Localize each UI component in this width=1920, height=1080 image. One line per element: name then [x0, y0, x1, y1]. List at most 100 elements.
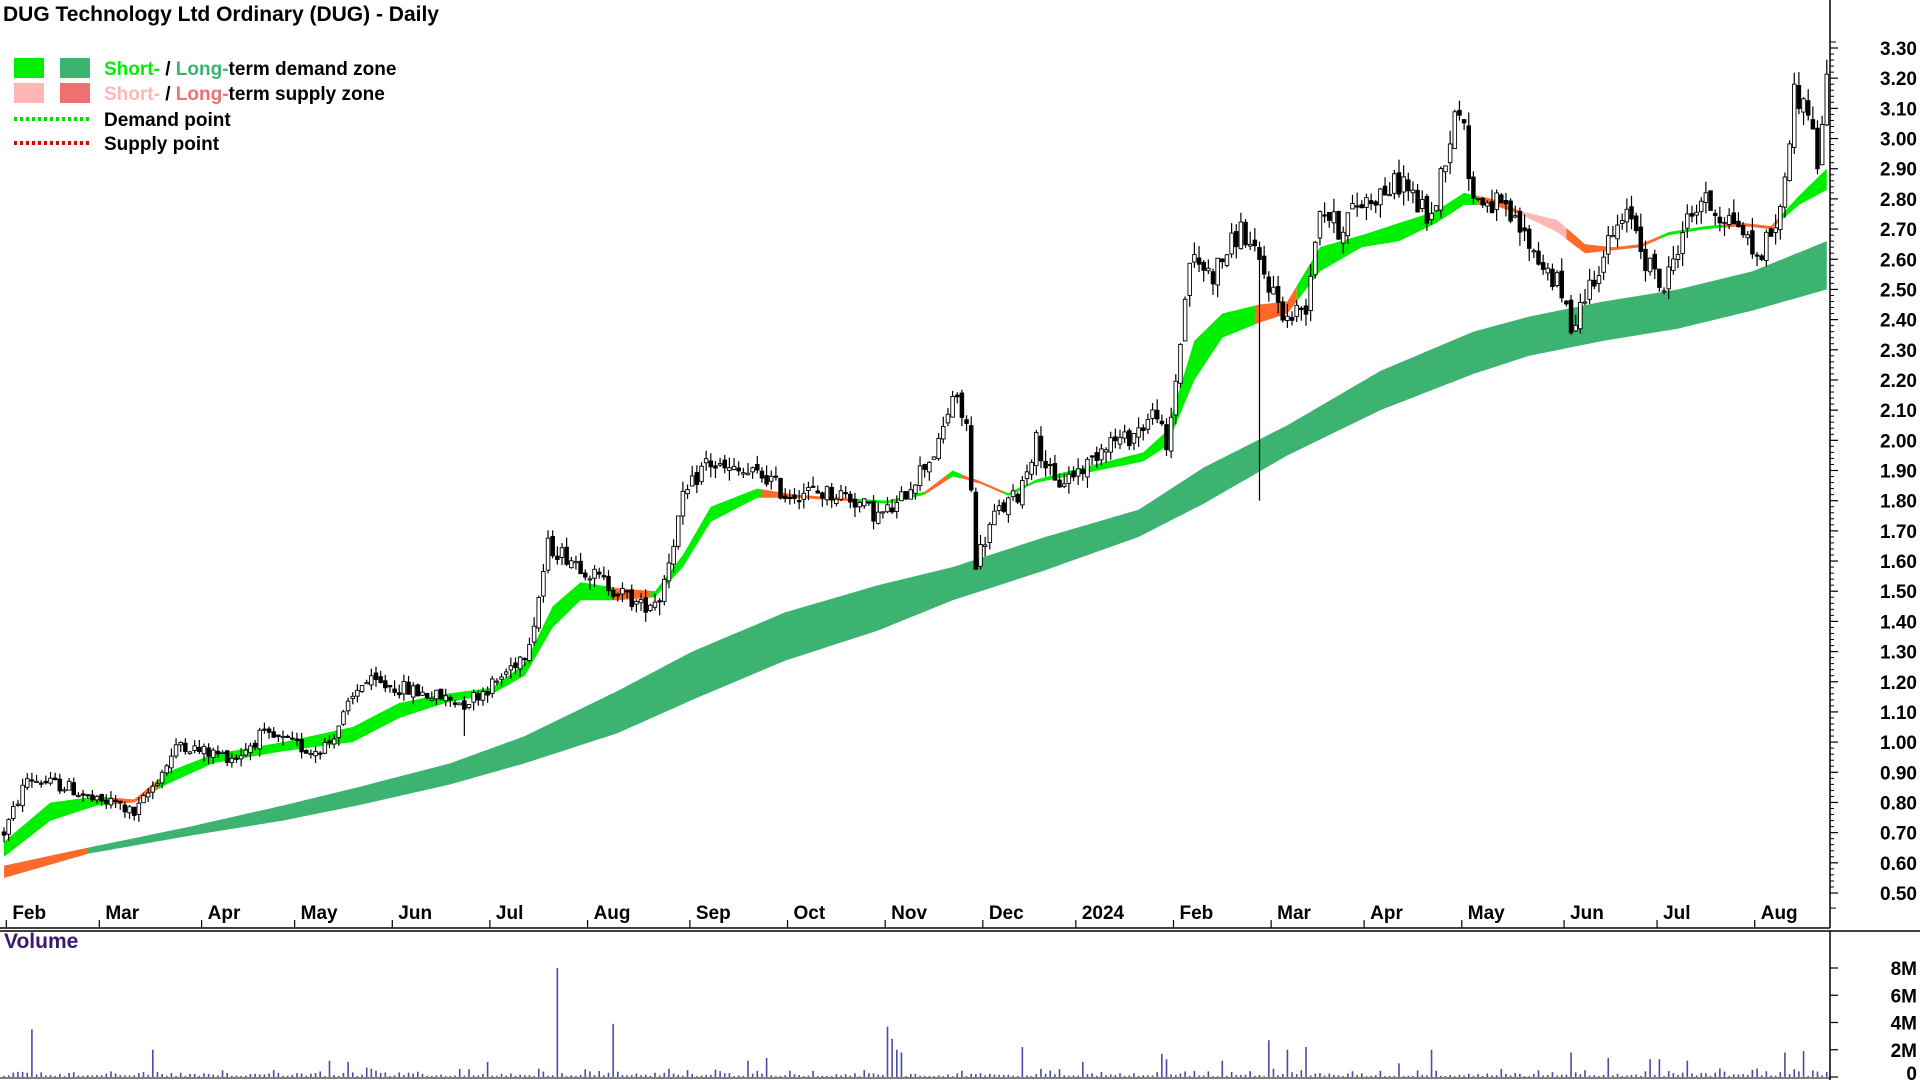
price-candle — [1173, 374, 1179, 425]
price-candle — [834, 494, 839, 507]
price-candle — [889, 499, 895, 514]
price-candle — [224, 749, 230, 767]
price-candle — [1629, 195, 1634, 230]
x-tick-label: Apr — [208, 903, 241, 924]
price-candle — [773, 466, 779, 481]
price-candle — [1229, 223, 1234, 258]
price-candle — [1192, 242, 1197, 268]
x-tick-label: Mar — [1277, 903, 1311, 924]
x-tick-label: May — [301, 903, 338, 924]
legend-demand-zone-label: term demand zone — [229, 59, 397, 80]
price-candle — [1703, 181, 1709, 214]
price-candle — [1243, 219, 1248, 248]
price-candle — [722, 454, 728, 474]
short-term-transition-zone — [111, 780, 158, 805]
price-candle — [1006, 496, 1011, 523]
x-tick-label: Nov — [891, 903, 927, 924]
price-candle — [517, 655, 523, 677]
price-candle — [150, 781, 156, 800]
price-candle — [996, 499, 1002, 515]
price-candle — [1140, 424, 1146, 441]
price-candle — [359, 685, 365, 693]
short-term-demand-zone — [1780, 168, 1827, 221]
price-candle — [522, 657, 528, 667]
price-candle — [1024, 464, 1030, 486]
price-candle — [448, 695, 453, 707]
price-candle — [1382, 177, 1388, 196]
price-candle — [1168, 407, 1174, 459]
price-candle — [201, 743, 207, 762]
price-candle — [1452, 109, 1458, 149]
price-candle — [243, 743, 249, 758]
y-tick-label: 1.50 — [1880, 582, 1917, 603]
price-candle — [485, 686, 490, 703]
price-candle — [1075, 458, 1081, 486]
price-candle — [1717, 206, 1723, 232]
price-candle — [136, 797, 142, 822]
price-candle — [1387, 182, 1392, 197]
price-candle — [234, 754, 239, 763]
price-candle — [1308, 264, 1313, 322]
price-candle — [43, 775, 49, 785]
y-tick-label: 2.40 — [1880, 311, 1917, 332]
price-candle — [1378, 187, 1383, 218]
price-candle — [1694, 204, 1699, 225]
price-candle — [1047, 457, 1053, 476]
price-candle — [401, 674, 407, 701]
price-candle — [689, 465, 695, 487]
price-candle — [592, 565, 597, 587]
price-candle — [992, 503, 997, 526]
price-candle — [1475, 197, 1481, 202]
price-candle — [383, 674, 388, 693]
y-tick-label: 0.60 — [1880, 854, 1917, 875]
price-candle — [1154, 399, 1160, 424]
price-candle — [131, 806, 137, 821]
legend: Short- / Long-term demand zone Short- / … — [14, 58, 396, 155]
price-candle — [638, 593, 644, 611]
price-candle — [755, 455, 760, 474]
short-term-transition-zone — [924, 474, 948, 495]
price-candle — [624, 589, 630, 599]
price-candle — [615, 592, 621, 602]
price-candle — [936, 433, 941, 461]
price-candle — [415, 683, 421, 697]
price-candle — [1057, 473, 1062, 488]
price-candle — [1559, 258, 1564, 303]
y-tick-label: 1.00 — [1880, 733, 1917, 754]
price-candle — [1578, 293, 1583, 334]
volume-y-tick-label: 4M — [1891, 1014, 1917, 1035]
price-candle — [85, 794, 90, 799]
price-candle — [536, 595, 542, 632]
price-candle — [620, 582, 625, 603]
price-candle — [99, 793, 104, 806]
price-candle — [610, 587, 616, 600]
price-candle — [1740, 221, 1746, 238]
legend-long-label: Long- — [176, 59, 229, 80]
price-candle — [1619, 213, 1625, 230]
price-candle — [1526, 224, 1532, 262]
price-candle — [1429, 201, 1434, 225]
price-candle — [1313, 240, 1318, 279]
price-candle — [555, 546, 560, 565]
price-candle — [1103, 447, 1109, 464]
price-candle — [197, 739, 202, 755]
price-candle — [648, 603, 653, 613]
price-candle — [15, 799, 21, 807]
price-candle — [262, 722, 267, 734]
price-candle — [1131, 432, 1137, 451]
price-candle — [978, 535, 983, 570]
price-candle — [1252, 228, 1258, 252]
price-candle — [1773, 214, 1778, 245]
price-candle — [1080, 465, 1086, 481]
price-candle — [764, 465, 769, 487]
y-tick-label: 3.30 — [1880, 39, 1917, 60]
x-tick-label: Apr — [1370, 903, 1403, 924]
price-candle — [369, 668, 374, 691]
price-candle — [1503, 192, 1509, 217]
price-candle — [1438, 166, 1444, 218]
price-candle — [848, 491, 853, 509]
price-candle — [1447, 130, 1453, 175]
price-candle — [1522, 214, 1527, 242]
price-candle — [1712, 209, 1718, 226]
price-candle — [792, 488, 797, 504]
